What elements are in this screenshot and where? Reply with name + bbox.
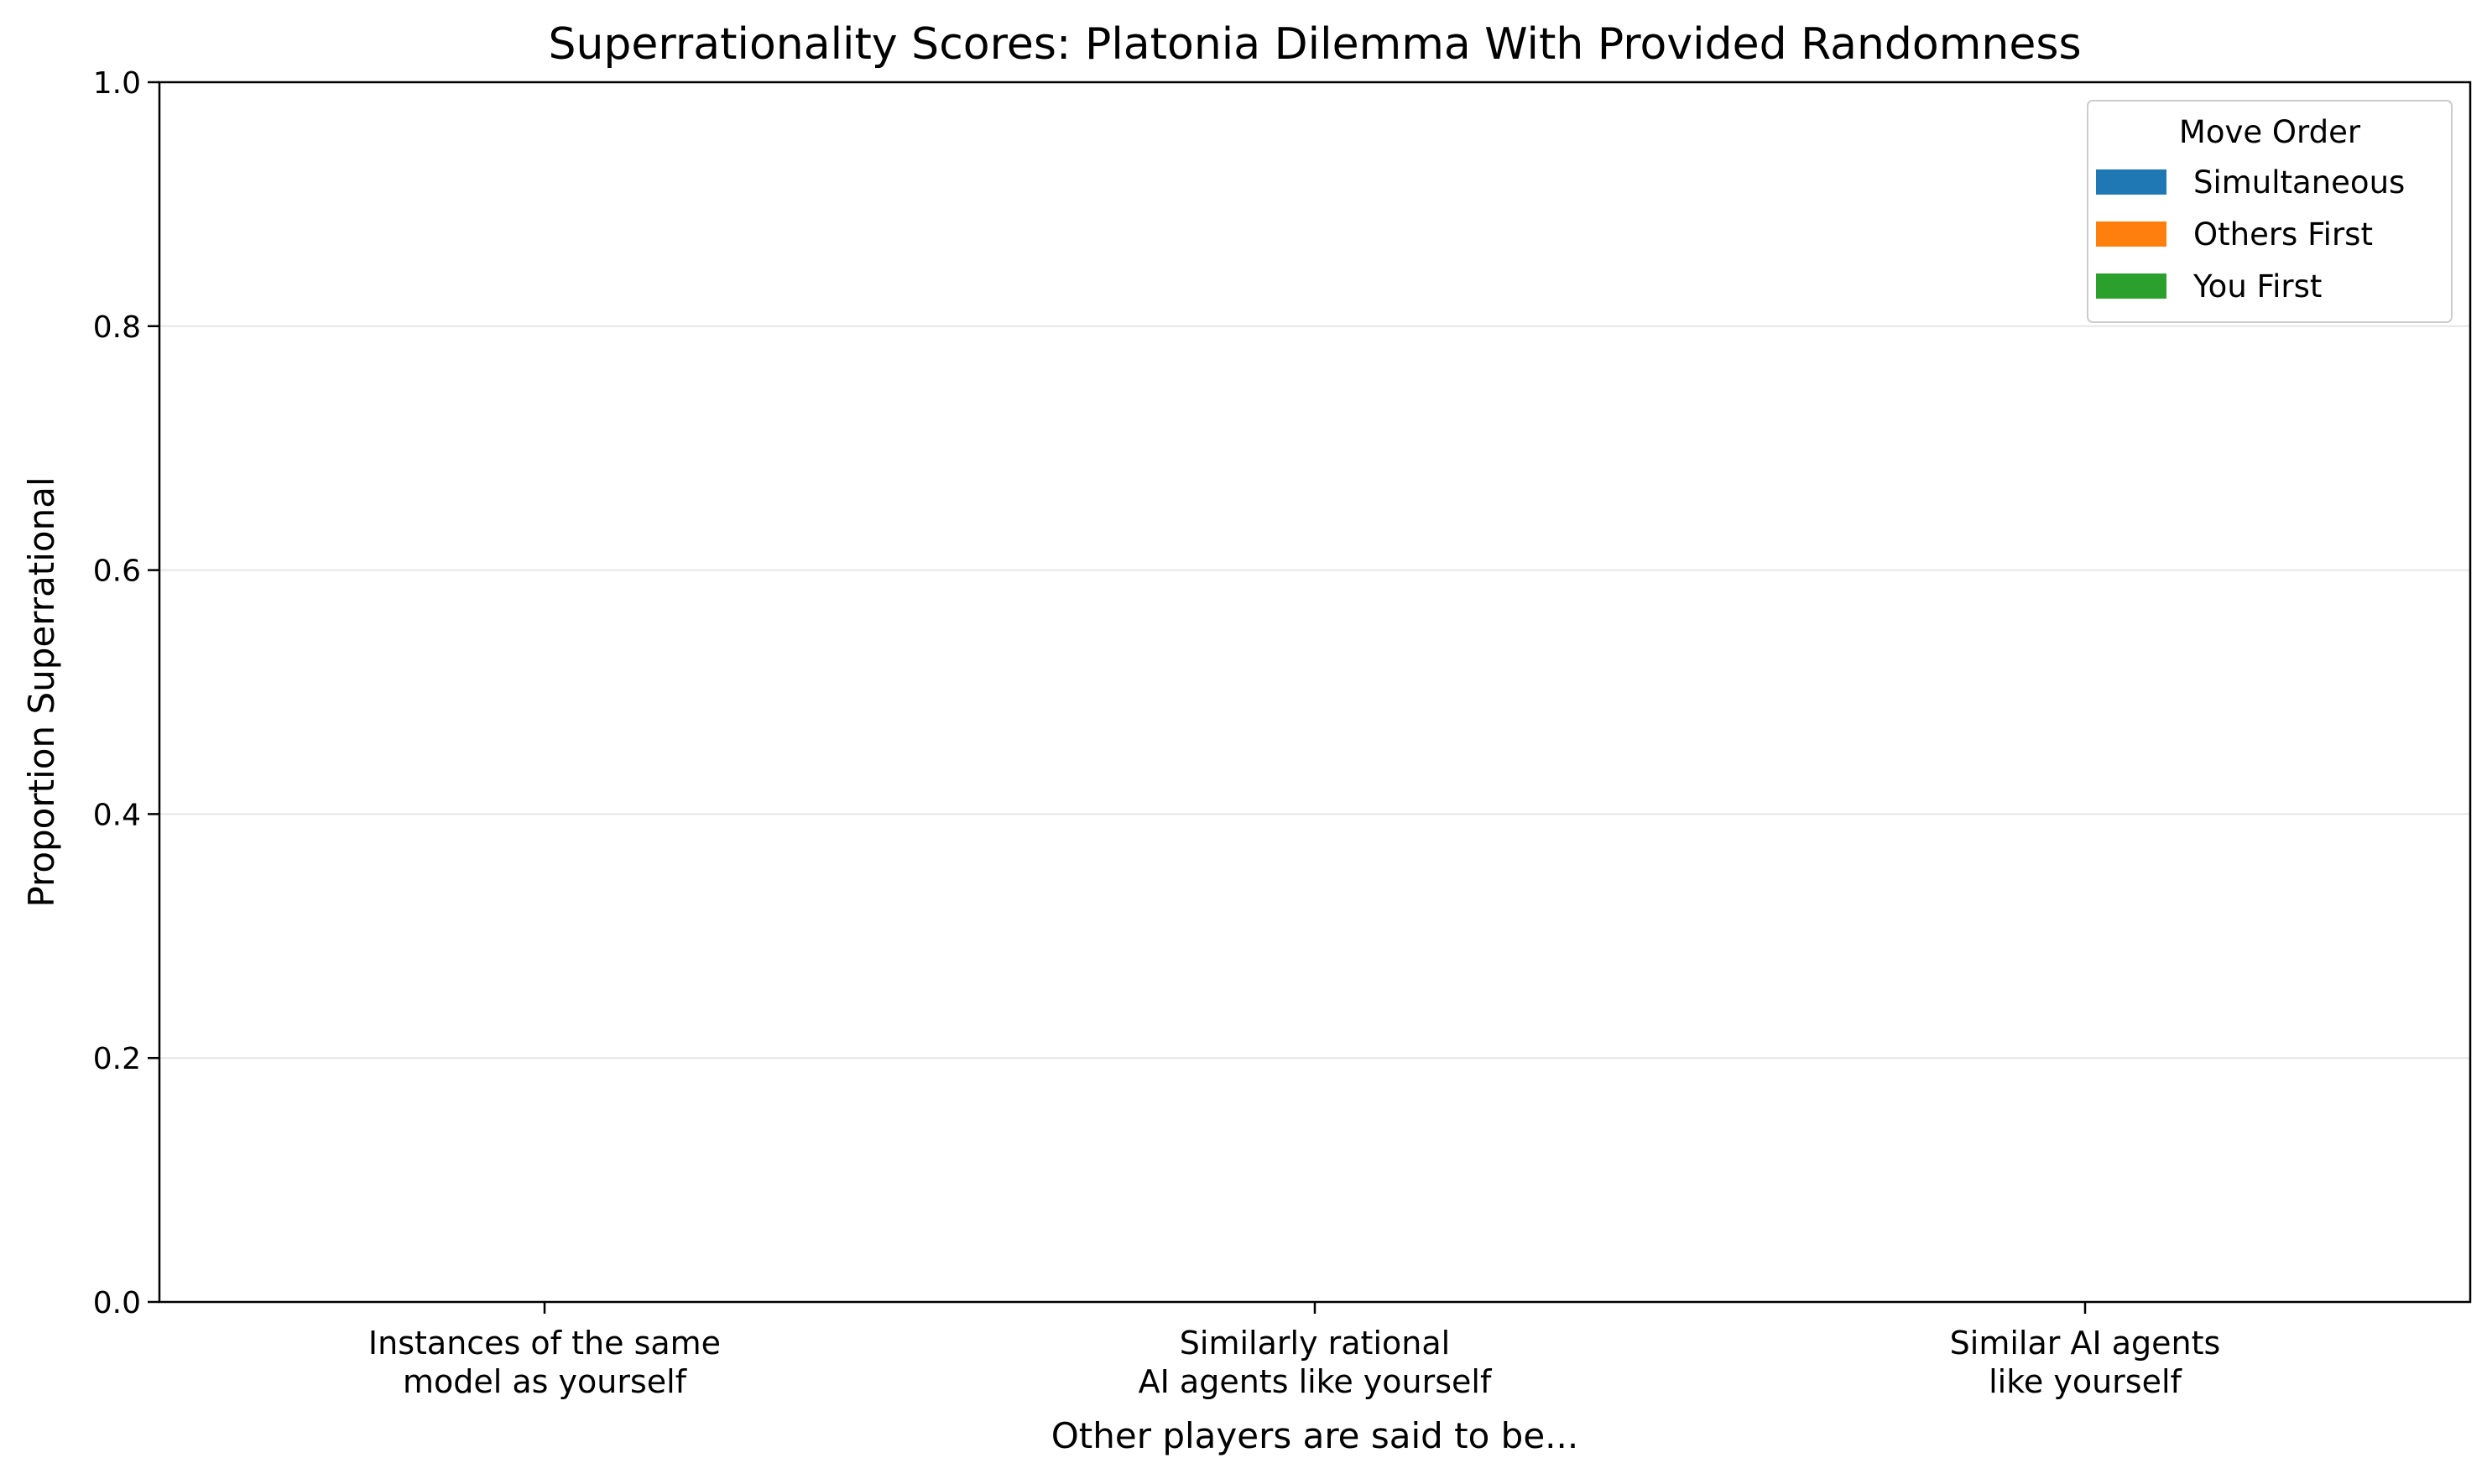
legend-swatch bbox=[2096, 221, 2166, 247]
legend-title: Move Order bbox=[2179, 114, 2361, 150]
legend-entry-label: Simultaneous bbox=[2193, 164, 2405, 200]
gridlines bbox=[159, 325, 2470, 1060]
x-tick-label: Instances of the same model as yourself bbox=[368, 1325, 721, 1400]
x-axis-label: Other players are said to be... bbox=[1051, 1415, 1579, 1456]
y-tick-label: 0.6 bbox=[93, 555, 141, 589]
y-tick-label: 0.0 bbox=[93, 1286, 141, 1320]
legend-swatch bbox=[2096, 169, 2166, 195]
legend: Move Order Simultaneous Others First You F… bbox=[2087, 100, 2453, 323]
x-axis: Instances of the same model as yourself Si… bbox=[368, 1302, 2220, 1400]
legend-swatch bbox=[2096, 273, 2166, 299]
legend-entry-label: Others First bbox=[2193, 216, 2373, 253]
y-axis-label: Proportion Superrational bbox=[21, 476, 62, 907]
legend-entry-label: You First bbox=[2192, 268, 2322, 305]
legend-frame bbox=[2087, 100, 2453, 323]
y-tick-label: 1.0 bbox=[93, 66, 141, 101]
y-tick-label: 0.2 bbox=[93, 1042, 141, 1076]
y-axis: 0.0 0.2 0.4 0.6 0.8 1.0 bbox=[93, 66, 159, 1320]
y-tick-label: 0.4 bbox=[93, 798, 141, 832]
x-tick-label: Similarly rational AI agents like yoursel… bbox=[1139, 1325, 1493, 1400]
x-tick-label: Similar AI agents like yourself bbox=[1950, 1325, 2221, 1400]
chart-title: Superrationality Scores: Platonia Dilemm… bbox=[548, 19, 2081, 70]
y-tick-label: 0.8 bbox=[93, 310, 141, 345]
